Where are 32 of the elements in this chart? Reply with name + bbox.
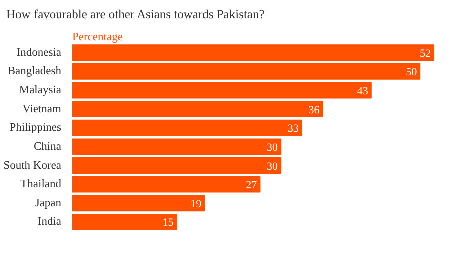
y-tick-label: Thailand: [20, 178, 62, 191]
bar: [72, 44, 434, 62]
bar: [72, 158, 282, 174]
bar: [72, 214, 178, 230]
bar: [72, 120, 302, 136]
y-tick-label: Philippines: [10, 122, 62, 134]
bar: [72, 195, 206, 212]
bar: [72, 138, 282, 156]
bar: [72, 176, 261, 193]
data-label: 33: [288, 123, 300, 136]
x-axis-title: Percentage: [72, 31, 123, 44]
data-label: 50: [406, 66, 418, 79]
y-tick-label: Japan: [35, 197, 62, 210]
data-label: 30: [267, 160, 279, 173]
bar: [72, 101, 324, 118]
data-label: 15: [162, 217, 174, 230]
y-tick-label: Vietnam: [22, 103, 62, 116]
y-tick-label: Bangladesh: [8, 66, 62, 78]
data-label: 43: [357, 85, 369, 98]
y-tick-label: China: [34, 140, 62, 153]
bar: [72, 63, 421, 80]
chart-title: How favourable are other Asians towards Pakistan?: [6, 8, 266, 22]
data-label: 52: [420, 48, 431, 60]
data-label: 27: [246, 180, 258, 192]
data-label: 19: [190, 198, 202, 210]
y-tick-label: India: [38, 216, 62, 228]
bar: [72, 82, 372, 99]
y-tick-label: Indonesia: [16, 46, 62, 59]
y-tick-label: South Korea: [4, 160, 62, 172]
y-tick-label: Malaysia: [19, 84, 62, 96]
data-label: 36: [308, 104, 320, 116]
data-label: 30: [267, 142, 279, 154]
